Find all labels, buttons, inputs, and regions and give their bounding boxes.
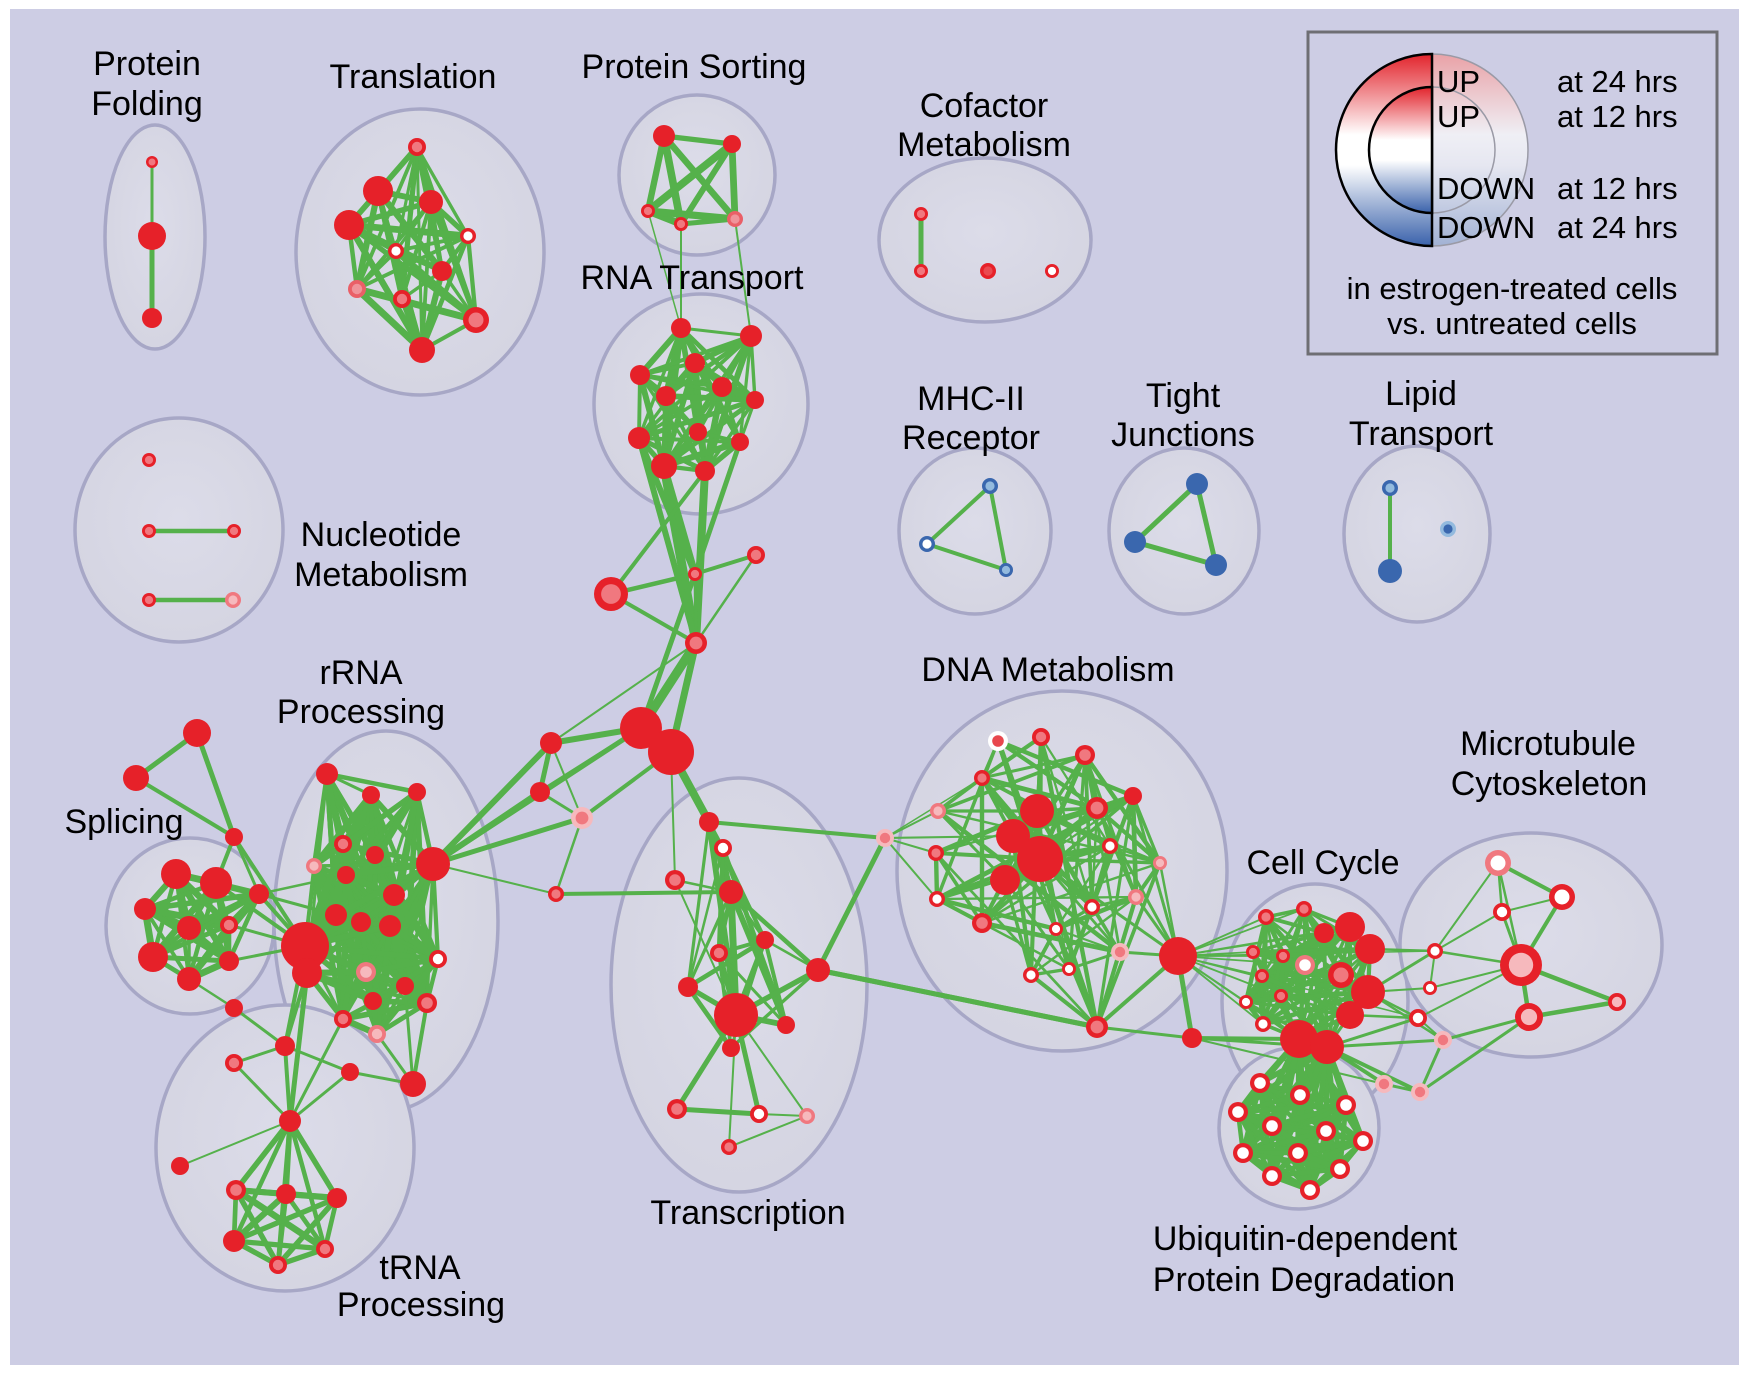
svg-text:in estrogen-treated cells: in estrogen-treated cells bbox=[1347, 271, 1678, 306]
svg-text:Cell Cycle: Cell Cycle bbox=[1246, 844, 1399, 882]
svg-text:Translation: Translation bbox=[330, 58, 497, 96]
svg-text:Nucleotide: Nucleotide bbox=[301, 516, 462, 554]
svg-text:at 12 hrs: at 12 hrs bbox=[1557, 171, 1678, 206]
svg-text:Microtubule: Microtubule bbox=[1460, 725, 1636, 763]
svg-text:DOWN: DOWN bbox=[1437, 210, 1535, 245]
svg-text:Lipid: Lipid bbox=[1385, 375, 1457, 413]
svg-text:Cytoskeleton: Cytoskeleton bbox=[1451, 765, 1648, 803]
svg-text:Tight: Tight bbox=[1146, 377, 1221, 415]
svg-text:DOWN: DOWN bbox=[1437, 171, 1535, 206]
svg-text:at 12 hrs: at 12 hrs bbox=[1557, 99, 1678, 134]
svg-text:tRNA: tRNA bbox=[379, 1249, 461, 1287]
svg-text:Protein: Protein bbox=[93, 45, 201, 83]
svg-text:MHC-II: MHC-II bbox=[917, 380, 1025, 418]
svg-text:Processing: Processing bbox=[337, 1286, 505, 1324]
svg-text:DNA Metabolism: DNA Metabolism bbox=[921, 651, 1174, 689]
svg-text:Cofactor: Cofactor bbox=[920, 87, 1049, 125]
svg-text:at 24 hrs: at 24 hrs bbox=[1557, 64, 1678, 99]
svg-text:Processing: Processing bbox=[277, 693, 445, 731]
svg-text:Junctions: Junctions bbox=[1111, 416, 1255, 454]
svg-text:rRNA: rRNA bbox=[319, 654, 402, 692]
svg-text:Metabolism: Metabolism bbox=[294, 556, 468, 594]
svg-text:vs. untreated cells: vs. untreated cells bbox=[1387, 306, 1637, 341]
svg-text:Protein Sorting: Protein Sorting bbox=[582, 48, 807, 86]
svg-text:at 24 hrs: at 24 hrs bbox=[1557, 210, 1678, 245]
svg-text:UP: UP bbox=[1437, 99, 1480, 134]
svg-text:RNA Transport: RNA Transport bbox=[581, 259, 805, 297]
svg-text:Transport: Transport bbox=[1349, 415, 1494, 453]
svg-text:Protein Degradation: Protein Degradation bbox=[1153, 1261, 1455, 1299]
svg-text:Metabolism: Metabolism bbox=[897, 126, 1071, 164]
svg-text:Folding: Folding bbox=[91, 85, 203, 123]
svg-text:Receptor: Receptor bbox=[902, 419, 1040, 457]
svg-text:Ubiquitin-dependent: Ubiquitin-dependent bbox=[1153, 1220, 1458, 1258]
svg-text:Transcription: Transcription bbox=[650, 1194, 845, 1232]
svg-text:UP: UP bbox=[1437, 64, 1480, 99]
svg-text:Splicing: Splicing bbox=[64, 803, 183, 841]
